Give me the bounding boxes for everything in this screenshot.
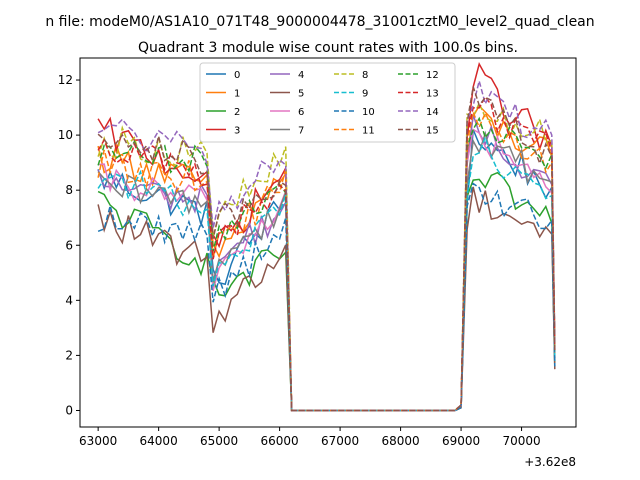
- legend-label-3: 3: [234, 126, 240, 137]
- chart-title: Quadrant 3 module wise count rates with …: [138, 40, 518, 56]
- x-tick-label: 63000: [79, 434, 117, 448]
- x-tick-label: 70000: [502, 434, 540, 448]
- series-line-10: [97, 182, 556, 412]
- legend-label-9: 9: [362, 89, 368, 100]
- x-tick-label: 68000: [381, 434, 419, 448]
- legend-label-10: 10: [362, 107, 375, 118]
- x-tick-label: 69000: [442, 434, 480, 448]
- legend-label-12: 12: [426, 70, 439, 81]
- y-tick-label: 4: [65, 293, 73, 307]
- legend-box: [199, 62, 456, 143]
- series-line-2: [97, 171, 556, 412]
- legend-label-7: 7: [298, 126, 304, 137]
- legend-label-14: 14: [426, 107, 439, 118]
- legend-label-1: 1: [234, 89, 240, 100]
- y-tick-label: 0: [65, 403, 73, 417]
- legend-label-13: 13: [426, 89, 439, 100]
- x-tick-label: 65000: [200, 434, 238, 448]
- legend-label-0: 0: [234, 70, 240, 81]
- x-tick-label: 67000: [321, 434, 359, 448]
- series-line-11: [97, 109, 556, 412]
- x-tick-label: 64000: [140, 434, 178, 448]
- series-line-9: [97, 135, 556, 412]
- legend-label-11: 11: [362, 126, 375, 137]
- y-tick-label: 10: [58, 128, 73, 142]
- series-line-15: [97, 86, 556, 412]
- x-offset-label: +3.62e8: [524, 455, 576, 469]
- y-tick-label: 2: [65, 348, 73, 362]
- x-tick-label: 66000: [261, 434, 299, 448]
- legend-label-5: 5: [298, 89, 304, 100]
- series-line-13: [97, 95, 556, 412]
- legend-label-15: 15: [426, 126, 439, 137]
- series-line-1: [97, 104, 556, 412]
- y-tick-label: 8: [65, 183, 73, 197]
- series-line-5: [97, 186, 556, 412]
- y-axis: 0 2 4 6 8 10 12: [58, 73, 80, 417]
- chart-suptitle: n file: modeM0/AS1A10_071T48_9000004478_…: [45, 14, 594, 30]
- plot-frame: [79, 57, 577, 428]
- legend-label-4: 4: [298, 70, 304, 81]
- y-tick-label: 6: [65, 238, 73, 252]
- legend-label-6: 6: [298, 107, 304, 118]
- legend-label-8: 8: [362, 70, 368, 81]
- y-tick-label: 12: [58, 73, 73, 87]
- legend-label-2: 2: [234, 107, 240, 118]
- plot-lines: [97, 62, 556, 412]
- x-axis: 63000 64000 65000 66000 67000 68000 69000 70000: [79, 427, 541, 448]
